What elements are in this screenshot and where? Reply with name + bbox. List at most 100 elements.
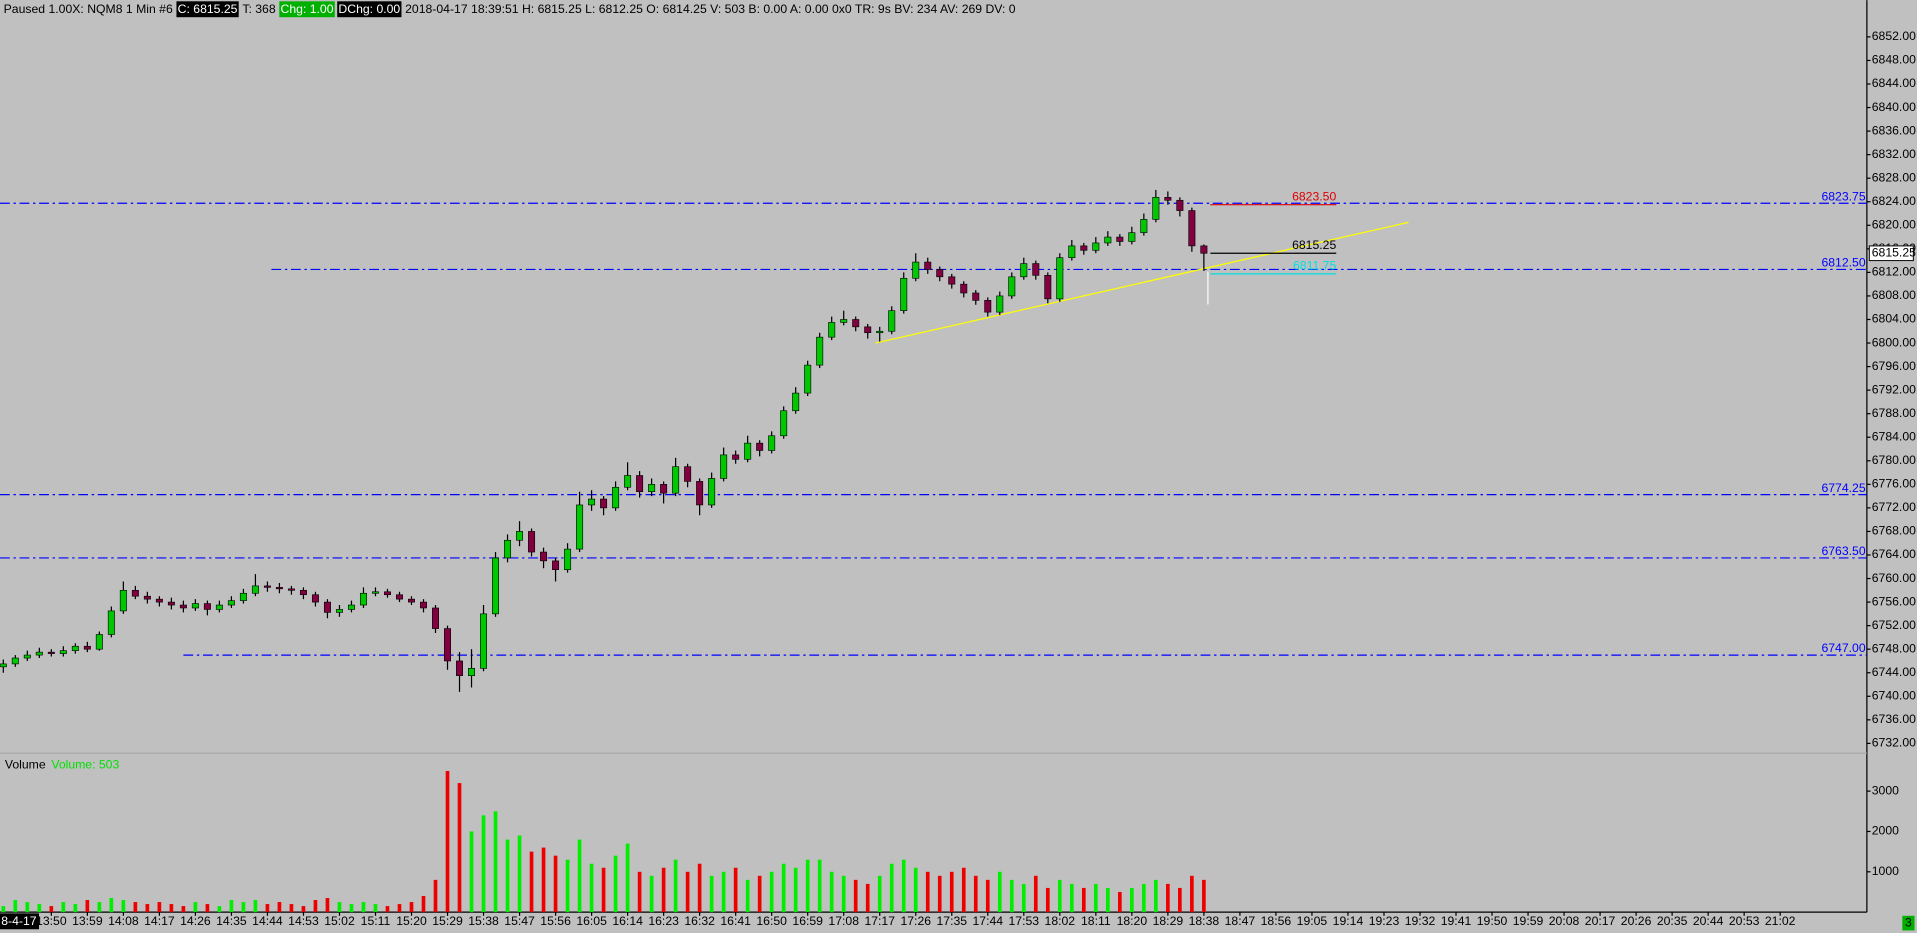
x-tick-label: 19:41 — [1441, 914, 1472, 928]
candle-body — [840, 319, 848, 323]
y-tick-label: 6752.00 — [1872, 618, 1916, 632]
volume-bar — [1190, 875, 1194, 913]
candle-body — [612, 486, 620, 509]
candle-body — [1128, 232, 1136, 242]
candle-body — [1032, 263, 1040, 276]
volume-bar — [541, 847, 546, 913]
x-tick-label: 17:53 — [1009, 914, 1040, 928]
volume-bar — [325, 898, 330, 913]
candle-body — [1068, 245, 1076, 258]
y-tick-label: 6748.00 — [1872, 641, 1916, 655]
x-tick-label: 20:44 — [1693, 914, 1724, 928]
x-tick-label: 16:50 — [756, 914, 787, 928]
last-price-box — [1868, 245, 1914, 262]
volume-bar — [1117, 891, 1122, 913]
volume-bar — [61, 902, 66, 913]
candle-body — [708, 478, 716, 506]
x-tick-label: 14:26 — [180, 914, 211, 928]
candle-body — [1164, 197, 1172, 201]
x-tick-label: 14:17 — [144, 914, 175, 928]
volume-bar — [37, 904, 42, 913]
candle-body — [576, 504, 584, 550]
x-tick-label: 16:59 — [792, 914, 823, 928]
corner-label: 3 — [1905, 915, 1912, 929]
y-tick-label: 6804.00 — [1872, 312, 1916, 326]
x-tick-label: 20:26 — [1621, 914, 1652, 928]
x-tick-label: 15:56 — [540, 914, 571, 928]
x-tick-label: 14:08 — [108, 914, 139, 928]
volume-bar — [97, 902, 102, 913]
y-tick-label: 6736.00 — [1872, 712, 1916, 726]
candle-body — [540, 551, 548, 562]
candle-body — [660, 484, 668, 494]
candle-body — [804, 364, 812, 394]
volume-bar — [253, 900, 258, 913]
y-tick-label: 6832.00 — [1872, 147, 1916, 161]
volume-bar — [121, 900, 126, 913]
volume-bar — [1093, 883, 1098, 913]
status-box — [176, 1, 239, 18]
candle-body — [1020, 263, 1028, 278]
y-tick-label: 6840.00 — [1872, 100, 1916, 114]
x-tick-label: 18:20 — [1117, 914, 1148, 928]
status-box — [279, 1, 335, 18]
candle-body — [516, 531, 524, 541]
x-tick-label: 15:11 — [361, 914, 391, 928]
candle-body — [263, 585, 271, 588]
y-tick-label: 6740.00 — [1872, 689, 1916, 703]
y-tick-label: 6812.00 — [1872, 265, 1916, 279]
candle-body — [191, 603, 199, 609]
candle-body — [792, 392, 800, 412]
candle-body — [636, 475, 644, 493]
x-tick-label: 18:56 — [1261, 914, 1292, 928]
candle-body — [23, 654, 31, 659]
candle-body — [59, 650, 67, 654]
marker-label: 6811.75 — [1293, 259, 1336, 273]
candle-body — [1188, 210, 1196, 247]
candle-body — [1200, 245, 1208, 254]
corner-box — [1902, 915, 1915, 931]
x-tick-label: 14:53 — [288, 914, 319, 928]
y-tick-label: 6756.00 — [1872, 594, 1916, 608]
volume-bar — [193, 902, 198, 913]
candle-body — [299, 590, 307, 596]
x-tick-label: 19:14 — [1333, 914, 1364, 928]
volume-bar — [289, 904, 294, 913]
volume-bar — [901, 859, 906, 913]
level-label: 6823.75 — [1821, 189, 1865, 203]
y-tick-label: 6852.00 — [1872, 29, 1916, 43]
candle-body — [1152, 197, 1160, 220]
volume-bar — [1045, 887, 1050, 913]
marker-label: 6815.25 — [1292, 238, 1336, 252]
candle-body — [1056, 257, 1064, 300]
candle-body — [408, 598, 415, 603]
candle-body — [588, 498, 596, 506]
volume-bar — [1009, 879, 1014, 913]
candle-body — [420, 601, 427, 609]
y-tick-label: 6828.00 — [1872, 170, 1916, 184]
candle-body — [323, 601, 331, 613]
volume-bar — [913, 867, 918, 913]
candle-body — [1080, 245, 1088, 251]
volume-bar — [841, 875, 846, 913]
volume-bar — [601, 867, 606, 913]
volume-bar — [409, 902, 414, 913]
volume-bar — [133, 902, 138, 913]
volume-bar — [1081, 887, 1086, 913]
volume-bar — [949, 871, 954, 913]
candle-body — [335, 609, 343, 613]
volume-tick-label: 3000 — [1872, 783, 1899, 797]
trendline — [875, 221, 1409, 344]
candle-body — [347, 604, 355, 610]
candle-body — [492, 557, 500, 615]
status-text: Chg: 1.00 — [281, 2, 334, 16]
date-box — [0, 913, 39, 930]
x-tick-label: 21:02 — [1765, 914, 1796, 928]
candle-body — [924, 261, 932, 270]
volume-bar — [1021, 883, 1026, 913]
candle-body — [95, 634, 103, 650]
candle-body — [287, 588, 295, 591]
y-tick-label: 6776.00 — [1872, 477, 1916, 491]
